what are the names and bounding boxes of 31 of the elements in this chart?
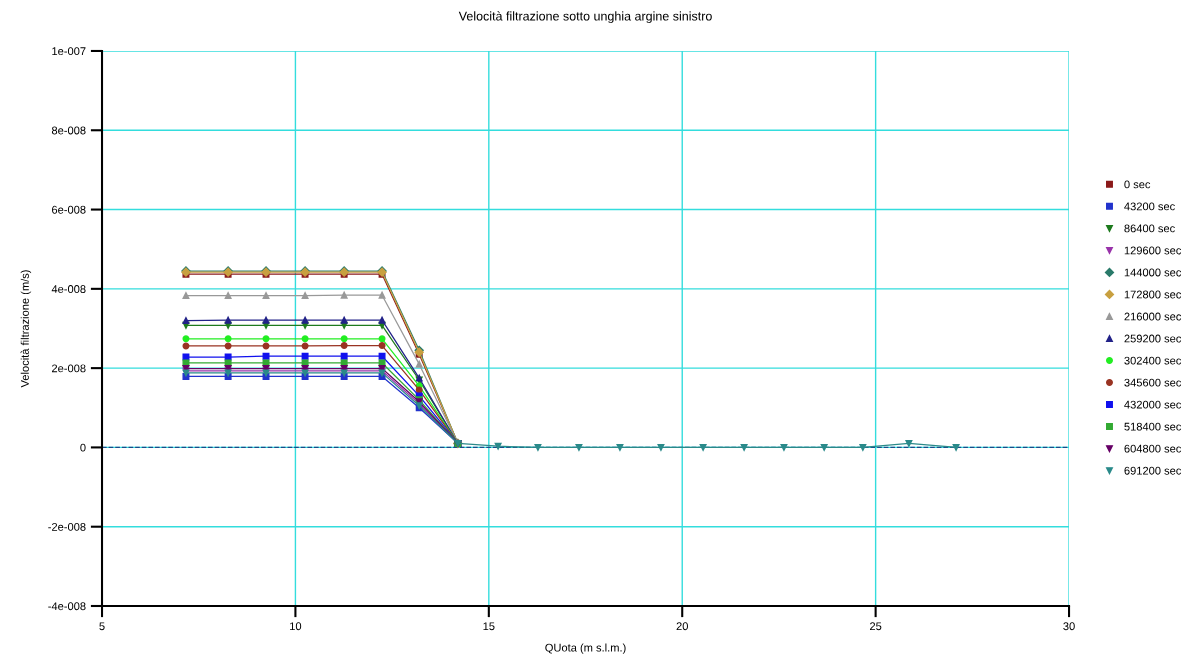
legend-label: 345600 sec	[1124, 378, 1182, 387]
legend-label: 259200 sec	[1124, 334, 1182, 343]
x-tick-label: 5	[99, 622, 105, 631]
legend-label: 604800 sec	[1124, 444, 1182, 453]
y-tick-label: 4e-008	[51, 285, 86, 293]
x-tick-label: 25	[870, 622, 882, 631]
x-tick-label: 20	[676, 622, 688, 631]
y-tick-label: 1e-007	[52, 47, 86, 56]
y-tick-label: 0	[80, 443, 86, 452]
y-tick-label: 6e-008	[52, 205, 86, 214]
legend-label: 0 sec	[1124, 180, 1151, 189]
legend-label: 144000 sec	[1124, 268, 1182, 277]
x-tick-label: 30	[1063, 622, 1075, 631]
legend-label: 302400 sec	[1124, 356, 1182, 365]
legend-label: 86400 sec	[1124, 224, 1175, 233]
y-axis-title: Velocità filtrazione (m/s)	[20, 270, 32, 388]
x-tick-label: 10	[290, 622, 302, 631]
y-tick-label: -4e-008	[48, 602, 86, 611]
x-tick-label: 15	[483, 622, 495, 631]
legend-label: 432000 sec	[1124, 400, 1182, 409]
chart-title: Velocità filtrazione sotto unghia argine sinistro	[458, 11, 712, 24]
legend-label: 691200 sec	[1124, 466, 1182, 475]
legend-label: 216000 sec	[1124, 312, 1182, 321]
y-tick-label: -2e-008	[48, 522, 86, 531]
legend-label: 172800 sec	[1124, 290, 1182, 299]
legend-label: 129600 sec	[1124, 246, 1182, 255]
legend-label: 518400 sec	[1124, 422, 1182, 431]
legend-label: 43200 sec	[1124, 202, 1175, 211]
y-tick-label: 8e-008	[51, 126, 86, 135]
y-tick-label: 2e-008	[52, 364, 86, 373]
x-axis-title: QUota (m s.l.m.)	[545, 643, 626, 654]
